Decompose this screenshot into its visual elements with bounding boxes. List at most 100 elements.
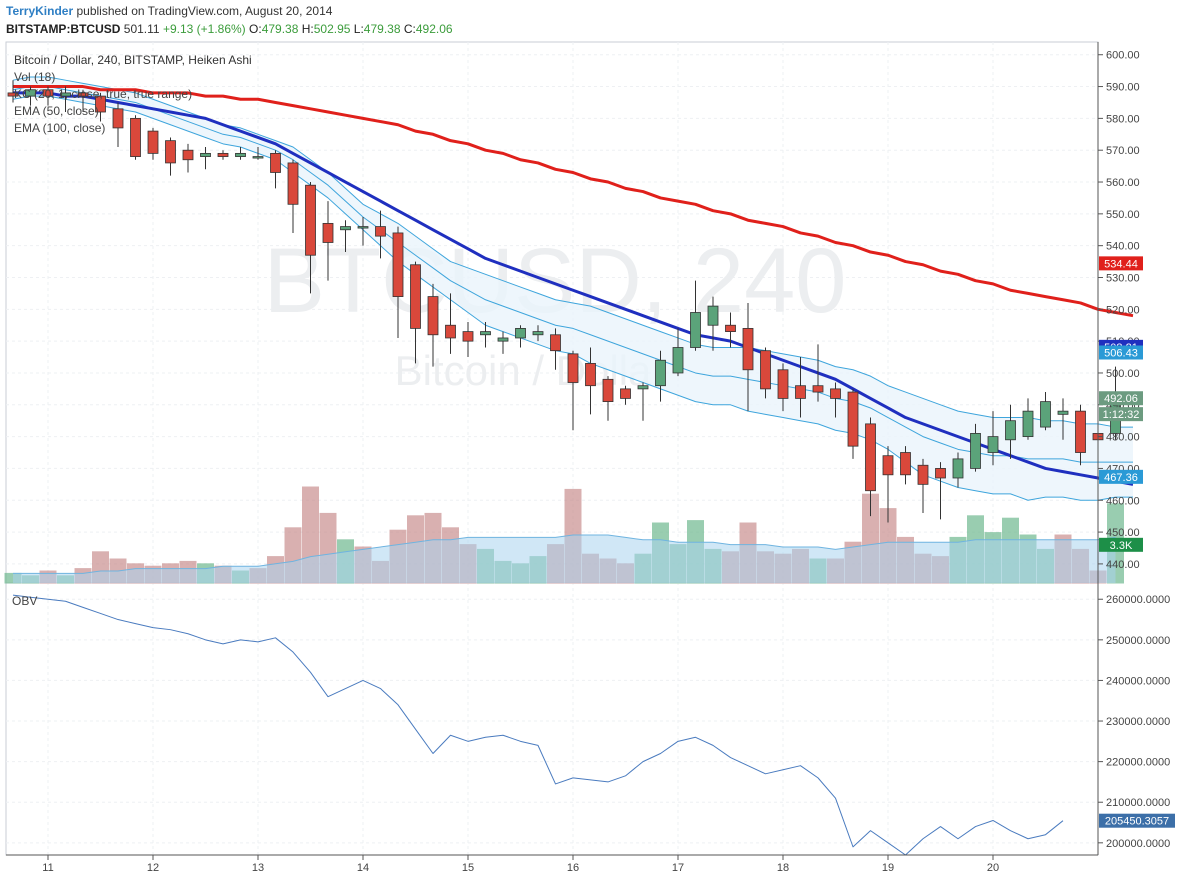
symbol-label[interactable]: BITSTAMP:BTCUSD [6, 22, 121, 36]
badge-ema100-bg [1099, 256, 1143, 271]
candle-body [252, 156, 264, 159]
candle-body [305, 184, 316, 256]
candle-body [742, 328, 754, 371]
price-tick-label: 460.00 [1106, 495, 1140, 507]
candle-body [392, 232, 404, 297]
ema50-line [13, 91, 1134, 486]
candle-body [1075, 410, 1086, 453]
legend-title: Bitcoin / Dollar, 240, BITSTAMP, Heiken … [14, 53, 252, 67]
low-label: L: [353, 22, 364, 36]
author-link[interactable]: TerryKinder [6, 4, 74, 18]
candle-body [60, 92, 71, 97]
candle-body [830, 388, 841, 399]
candle-body [532, 331, 544, 336]
price-tick-label: 520.00 [1106, 304, 1140, 316]
legend: Bitcoin / Dollar, 240, BITSTAMP, Heiken … [12, 53, 252, 608]
candle-body [130, 117, 141, 157]
candle-body [357, 226, 369, 229]
time-tick-label: 18 [777, 862, 789, 874]
close-label: C: [403, 22, 416, 36]
volume-ma-line [13, 534, 1116, 574]
price-tick-label: 440.00 [1106, 559, 1140, 571]
candle-body [672, 347, 684, 374]
volume-ma [13, 534, 1116, 583]
candle-body [935, 468, 946, 479]
price-badges: 534.44508.21506.43492.061:12:32467.363.3… [1099, 256, 1175, 828]
candle-body [795, 385, 806, 399]
candle-body [235, 152, 246, 157]
candle-body [987, 436, 999, 453]
legend-ema50[interactable]: EMA (50, close) [14, 104, 99, 118]
time-tick-label: 12 [147, 862, 159, 874]
time-tick-label: 17 [672, 862, 684, 874]
last-price: 501.11 [123, 22, 160, 36]
candle-body [1005, 420, 1016, 441]
open-label: O: [249, 22, 262, 36]
candle-body [812, 385, 824, 393]
candle-body [1057, 410, 1069, 415]
price-tick-label: 530.00 [1106, 272, 1140, 284]
obv-series [12, 594, 1064, 856]
time-axis[interactable]: 11 12 13 14 15 16 17 18 19 20 [6, 854, 1098, 874]
candle-body [690, 312, 701, 348]
obv-axis[interactable]: 200000.0000 210000.0000 220000.0000 230000.… [1098, 594, 1170, 850]
badge-obv: 205450.3057 [1105, 816, 1169, 828]
legend-kc[interactable]: KC (20, 1, close, true, true range) [14, 87, 192, 101]
price-tick-label: 500.00 [1106, 368, 1140, 380]
high-value: 502.95 [313, 22, 351, 36]
badge-obv-bg [1099, 813, 1175, 828]
candle-body [462, 331, 474, 342]
time-tick-label: 14 [357, 862, 369, 874]
published-text: published on TradingView.com, August 20,… [76, 4, 333, 18]
candle-body [847, 391, 859, 447]
candle-body [77, 92, 89, 97]
time-tick-label: 11 [42, 862, 53, 874]
candle-body [882, 455, 894, 476]
obv-pane[interactable] [5, 582, 1099, 856]
badge-ema100: 534.44 [1104, 258, 1138, 270]
candle-body [1022, 410, 1034, 438]
legend-ema100[interactable]: EMA (100, close) [14, 121, 105, 135]
candle-body [410, 264, 421, 329]
price-tick-label: 600.00 [1106, 50, 1140, 62]
ema-lines [13, 85, 1134, 486]
candle-body [707, 305, 719, 326]
open-value: 479.38 [261, 22, 299, 36]
badge-vol-bg [1099, 537, 1143, 552]
badge-close-bg [1099, 391, 1143, 406]
time-tick-label: 13 [252, 862, 264, 874]
candle-body [375, 226, 386, 237]
candle-body [760, 350, 771, 390]
candle-body [200, 152, 211, 157]
obv-tick-label: 230000.0000 [1106, 716, 1170, 728]
candle-body [602, 378, 614, 403]
candle-body [42, 89, 54, 97]
price-tick-label: 590.00 [1106, 82, 1140, 94]
candle-body [147, 130, 159, 154]
price-tick-label: 580.00 [1106, 113, 1140, 125]
candle-body [340, 226, 351, 231]
change-value: +9.13 (+1.86%) [162, 22, 246, 36]
candle-body [865, 423, 876, 492]
obv-tick-label: 250000.0000 [1106, 635, 1170, 647]
price-axis[interactable]: 440.00450.00460.00470.00480.00490.00500.… [1097, 42, 1140, 855]
obv-tick-label: 210000.0000 [1106, 797, 1170, 809]
time-tick-label: 19 [882, 862, 894, 874]
candle-body [637, 385, 649, 390]
volume-ma-area [13, 535, 1116, 583]
time-tick-label: 16 [567, 862, 579, 874]
price-tick-label: 570.00 [1106, 145, 1140, 157]
candle-body [217, 152, 229, 157]
chart-canvas[interactable]: BTCUSD, 240 Bitcoin / Dollar 440.00450.0… [0, 40, 1184, 882]
badge-kc-upper-bg [1099, 345, 1143, 360]
time-tick-label: 20 [987, 862, 999, 874]
candle-body [322, 222, 334, 243]
badge-kc-lower: 467.36 [1104, 472, 1138, 484]
candle-body [515, 328, 526, 339]
obv-tick-label: 220000.0000 [1106, 757, 1170, 769]
candle-body [567, 353, 579, 383]
legend-vol[interactable]: Vol (18) [14, 70, 55, 84]
high-label: H: [301, 22, 314, 36]
badge-timer-bg [1099, 407, 1143, 422]
candle-body [270, 152, 281, 173]
